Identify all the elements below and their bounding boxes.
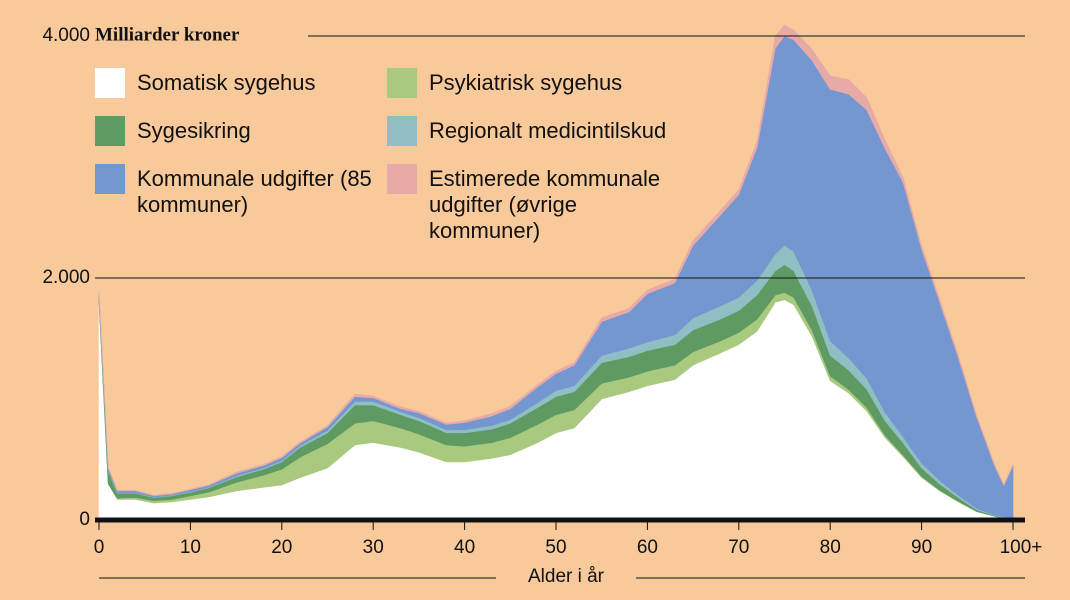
legend-item: Kommunale udgifter (85 kommuner) <box>95 164 382 218</box>
x-tick-label: 80 <box>820 537 841 558</box>
legend-swatch <box>95 164 125 194</box>
legend-label: Estimerede kommunale udgifter (øvrige ko… <box>429 166 661 243</box>
legend-swatch <box>387 68 417 98</box>
area <box>98 24 1014 497</box>
x-tick-label: 90 <box>911 537 932 558</box>
legend-label: Kommunale udgifter (85 kommuner) <box>137 166 372 217</box>
legend-item: Regionalt medicintilskud <box>387 116 674 146</box>
x-axis-title: Alder i år <box>528 566 605 587</box>
legend-label: Regionalt medicintilskud <box>429 118 667 143</box>
y-tick-label: 4.000 <box>42 25 90 46</box>
legend-item: Estimerede kommunale udgifter (øvrige ko… <box>387 164 674 244</box>
legend-label: Somatisk sygehus <box>137 70 316 95</box>
x-tick-label: 0 <box>94 537 105 558</box>
x-tick-label: 100+ <box>1000 537 1043 558</box>
x-tick-label: 30 <box>363 537 384 558</box>
legend-label: Sygesikring <box>137 118 251 143</box>
x-tick-label: 10 <box>180 537 201 558</box>
legend-swatch <box>387 116 417 146</box>
legend-swatch <box>387 164 417 194</box>
x-tick-label: 70 <box>728 537 749 558</box>
areas <box>98 24 1014 521</box>
legend-swatch <box>95 68 125 98</box>
y-tick-label: 2.000 <box>42 267 90 288</box>
legend-item: Sygesikring <box>95 116 382 146</box>
legend-label: Psykiatrisk sygehus <box>429 70 623 95</box>
legend-item: Somatisk sygehus <box>95 68 382 98</box>
y-axis-title: Milliarder kroner <box>95 24 240 45</box>
legend-item: Psykiatrisk sygehus <box>387 68 674 98</box>
x-tick-label: 60 <box>637 537 658 558</box>
x-tick-label: 50 <box>545 537 566 558</box>
x-tick-label: 20 <box>271 537 292 558</box>
x-tick-label: 40 <box>454 537 475 558</box>
y-tick-label: 0 <box>79 509 90 530</box>
legend-swatch <box>95 116 125 146</box>
